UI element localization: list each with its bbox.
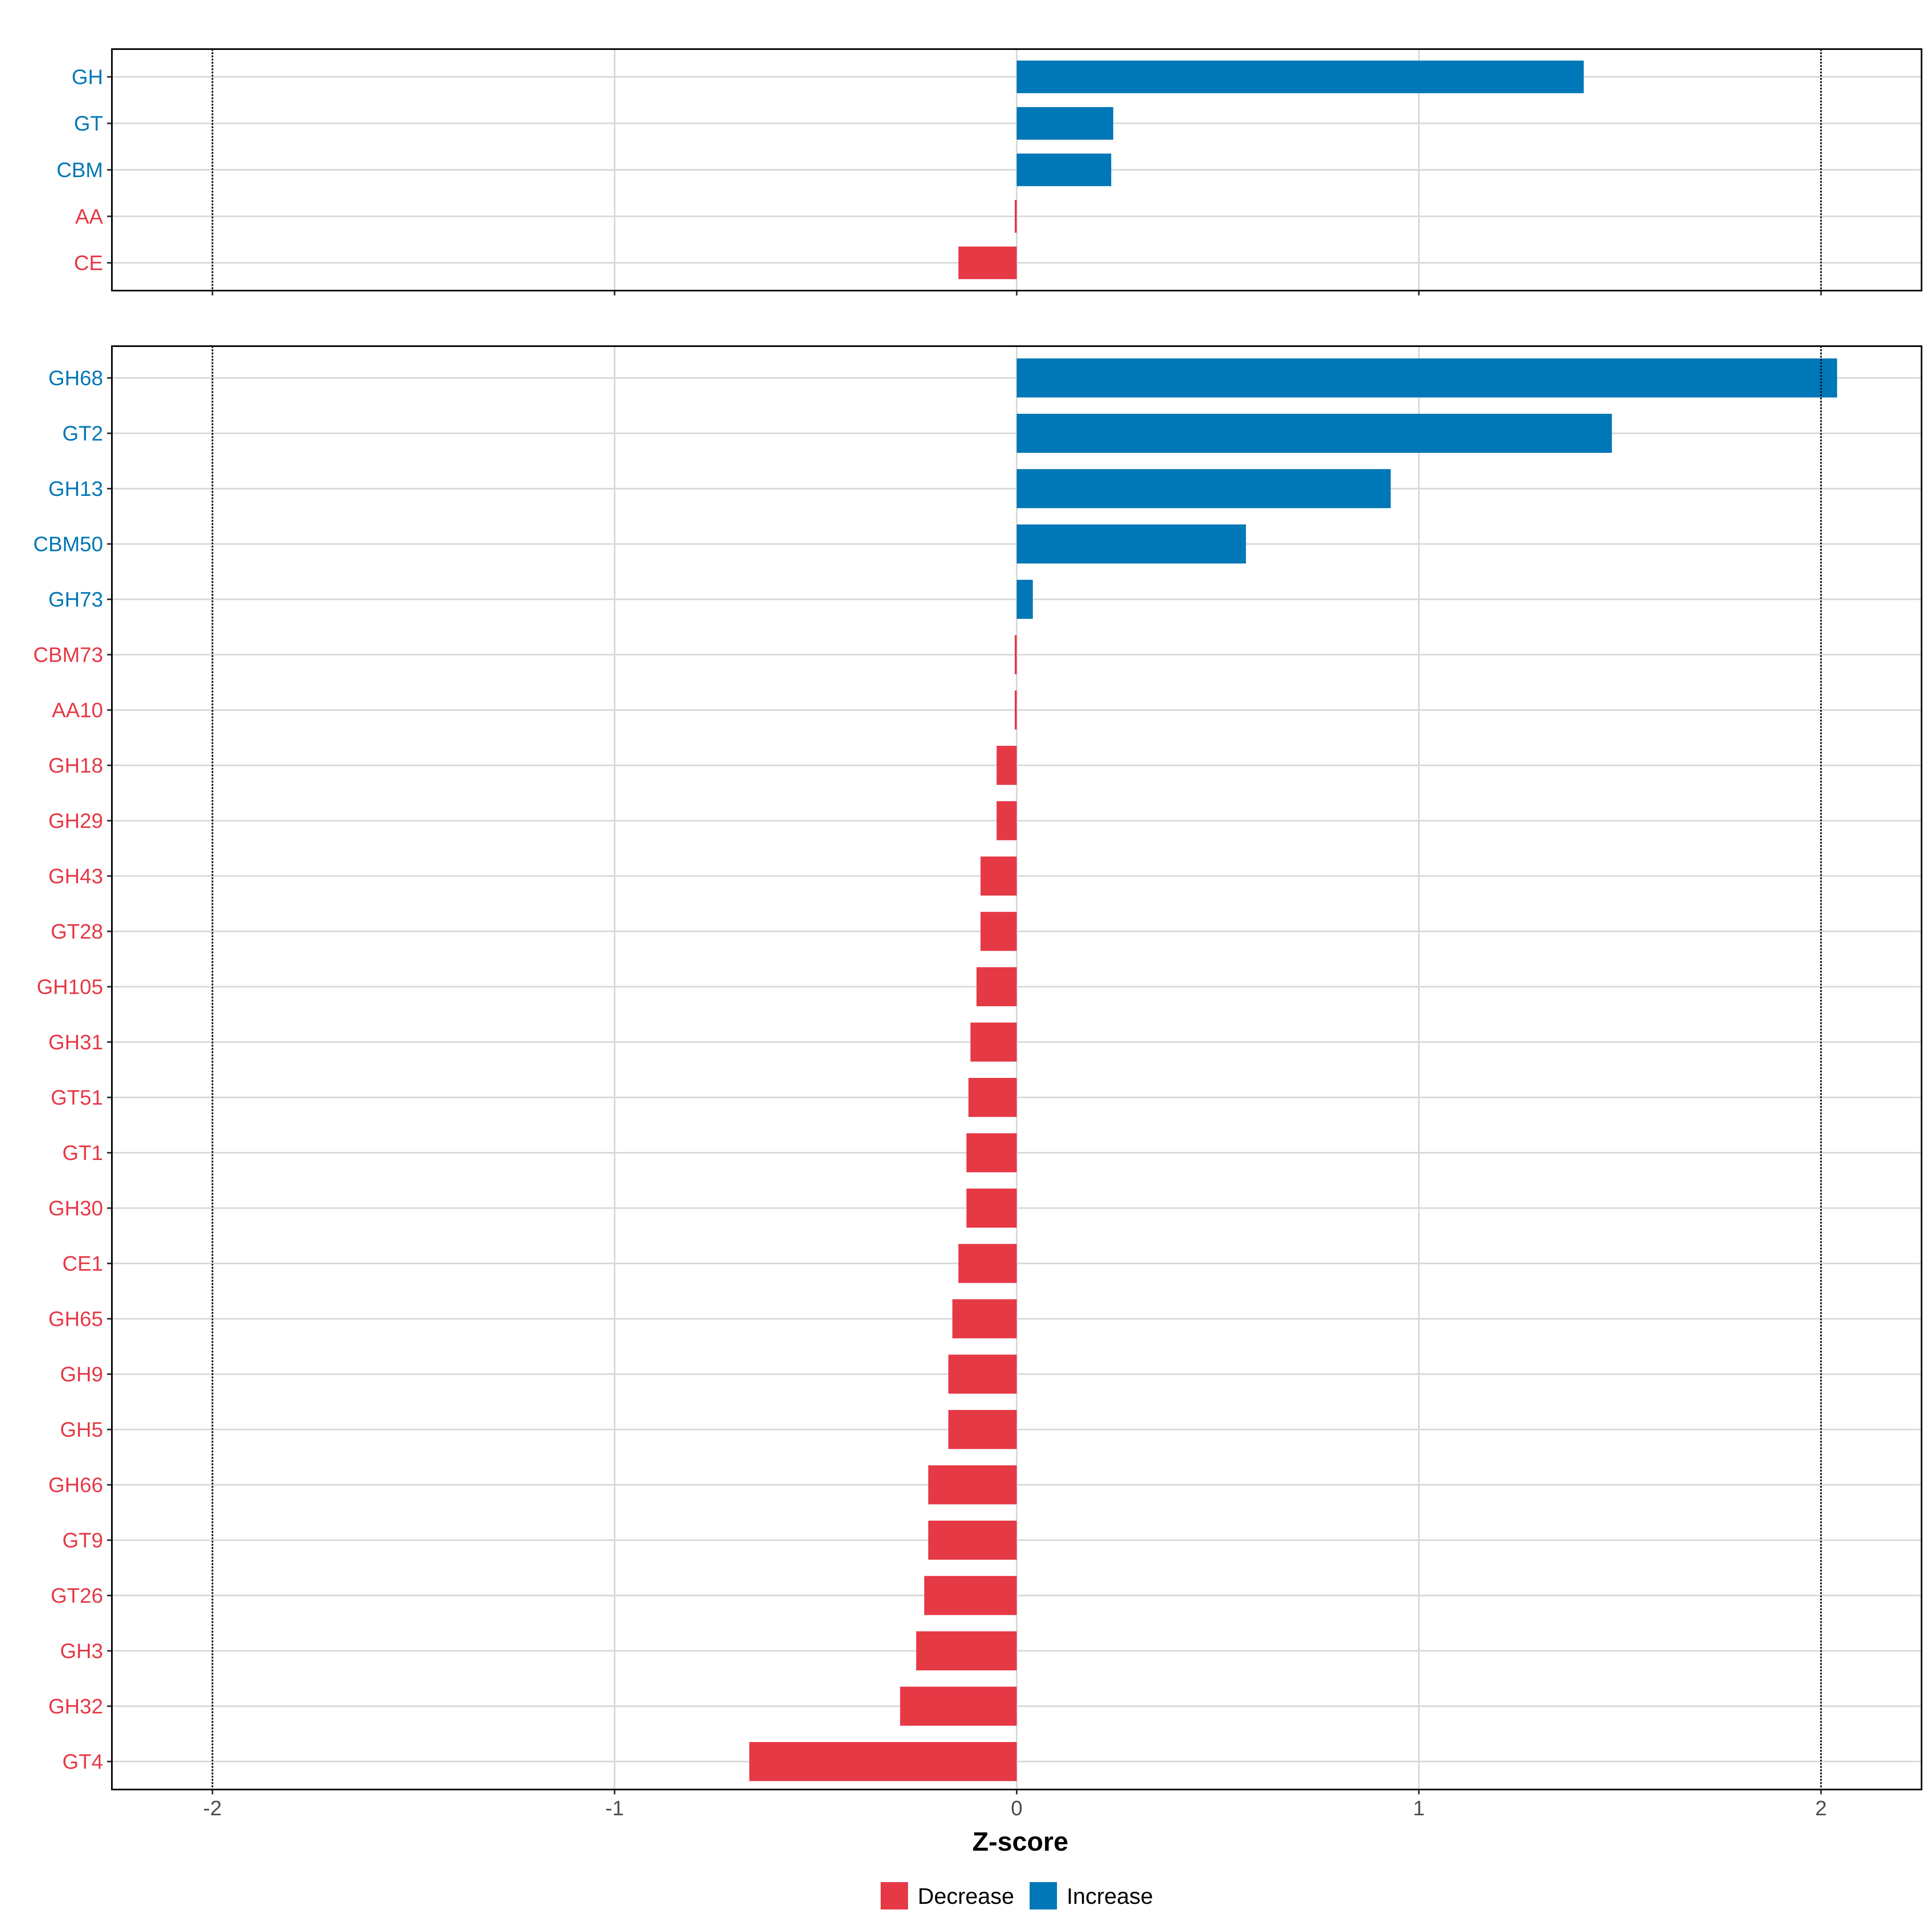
- y-tick-label: CBM: [56, 159, 103, 182]
- y-tick-label: GT4: [62, 1750, 103, 1774]
- y-tick-label: GT1: [62, 1141, 103, 1165]
- bar-gt4: [749, 1742, 1017, 1781]
- bar-gh29: [997, 801, 1017, 840]
- bar-aa10: [1015, 690, 1017, 730]
- bar-gh18: [997, 746, 1017, 785]
- y-tick-label: GH29: [48, 809, 103, 833]
- legend-key-increase: [1030, 1882, 1057, 1909]
- bar-gh3: [916, 1631, 1017, 1670]
- bar-gt28: [980, 912, 1017, 951]
- y-tick-label: GT2: [62, 422, 103, 446]
- bar-gh66: [928, 1465, 1017, 1505]
- bottom-panel: GH68 GT2 GH13 CBM50 GH73 CBM73 AA10 GH18 GH29 GH4…: [33, 345, 1922, 1794]
- panel-frame: [111, 345, 1922, 1790]
- x-tick-label: 1: [1413, 1797, 1425, 1820]
- x-axis-title: Z-score: [972, 1827, 1068, 1856]
- y-tick-label: GH30: [48, 1197, 103, 1220]
- legend-label-decrease: Decrease: [918, 1883, 1014, 1909]
- bar-gh43: [980, 857, 1017, 896]
- bar-gh73: [1017, 580, 1033, 619]
- x-tick-label: 2: [1815, 1797, 1827, 1820]
- y-tick-label: GH9: [60, 1363, 103, 1386]
- bar-gh68: [1017, 358, 1837, 398]
- y-tick-label: GH73: [48, 588, 103, 611]
- y-tick-label: CE: [74, 252, 103, 275]
- y-tick-label: GH: [72, 66, 103, 89]
- x-tick-label: -1: [605, 1797, 624, 1820]
- bar-aa: [1015, 200, 1017, 233]
- bar-gh13: [1017, 469, 1391, 508]
- bar-gt51: [968, 1078, 1017, 1117]
- bar-gt9: [928, 1521, 1017, 1560]
- y-tick-label: GH68: [48, 367, 103, 390]
- bar-cbm: [1017, 153, 1111, 186]
- y-tick-label: GT51: [51, 1086, 103, 1110]
- y-tick-label: GT: [74, 112, 103, 136]
- panel-frame: [111, 48, 1922, 291]
- x-tick-label: 0: [1011, 1797, 1023, 1820]
- y-tick-label: GH105: [37, 976, 103, 999]
- y-tick-label: GH65: [48, 1308, 103, 1331]
- y-tick-label: GH13: [48, 477, 103, 501]
- y-tick-label: GT28: [51, 920, 103, 943]
- bar-gh9: [948, 1354, 1017, 1394]
- y-tick-label: CBM73: [33, 644, 103, 667]
- bar-gt: [1017, 107, 1113, 140]
- bar-gt2: [1017, 414, 1612, 453]
- y-tick-label: GH32: [48, 1695, 103, 1718]
- bar-gt26: [924, 1576, 1017, 1615]
- y-tick-label: CBM50: [33, 533, 103, 556]
- bar-gh65: [952, 1299, 1017, 1338]
- bar-gh5: [948, 1410, 1017, 1449]
- y-tick-label: GT9: [62, 1529, 103, 1552]
- bar-gh31: [970, 1022, 1017, 1062]
- y-tick-label: AA: [75, 205, 103, 229]
- bar-gh105: [976, 967, 1017, 1006]
- top-panel: GH GT CBM AA CE: [56, 48, 1922, 295]
- bar-gh32: [900, 1686, 1017, 1726]
- bar-ce: [958, 246, 1017, 279]
- y-tick-label: GH43: [48, 865, 103, 888]
- legend-key-decrease: [881, 1882, 908, 1909]
- bar-ce1: [958, 1244, 1017, 1283]
- y-tick-label: GT26: [51, 1584, 103, 1608]
- bar-gh30: [966, 1189, 1017, 1228]
- x-tick-label: -2: [203, 1797, 222, 1820]
- bar-cbm73: [1015, 635, 1017, 674]
- y-tick-label: GH18: [48, 754, 103, 778]
- y-tick-label: CE1: [62, 1252, 103, 1276]
- legend-label-increase: Increase: [1067, 1883, 1153, 1909]
- bar-cbm50: [1017, 524, 1246, 564]
- y-tick-label: GH31: [48, 1031, 103, 1054]
- y-tick-label: AA10: [52, 699, 103, 722]
- bar-gh: [1017, 60, 1584, 93]
- legend: Decrease Increase: [881, 1882, 1153, 1909]
- x-axis: -2 -1 0 1 2: [203, 1797, 1827, 1820]
- y-tick-label: GH66: [48, 1474, 103, 1497]
- y-tick-label: GH5: [60, 1418, 103, 1442]
- bar-gt1: [966, 1133, 1017, 1172]
- y-tick-label: GH3: [60, 1640, 103, 1663]
